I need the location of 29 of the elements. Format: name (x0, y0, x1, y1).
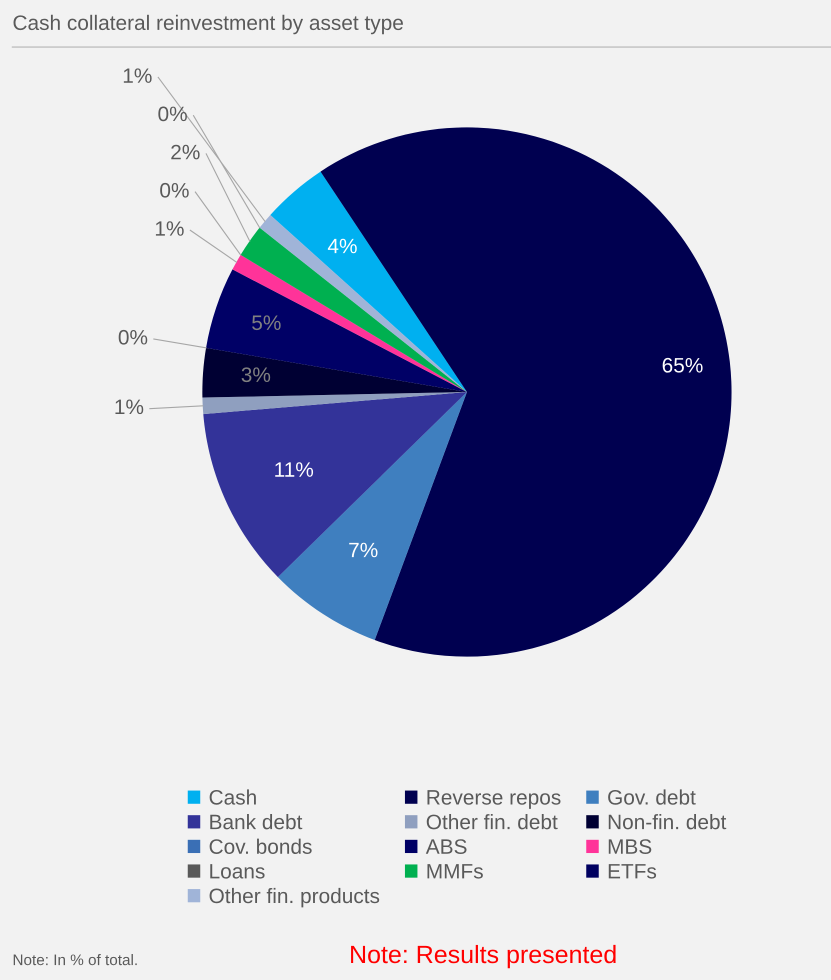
text: 0% (118, 330, 148, 345)
text: Note: Results presented (351, 944, 616, 968)
data-label: 65% (662, 358, 703, 373)
legend-label: Non-fin. debt (608, 814, 726, 830)
legend-label: Bank debt (210, 814, 302, 830)
legend-label: Cov. bonds (210, 838, 312, 854)
text: Note: In % of total. (14, 954, 137, 966)
legend-label: Gov. debt (608, 789, 696, 805)
data-label: 11% (275, 462, 314, 477)
data-label: 1% (156, 221, 184, 236)
legend-label: Loans (210, 864, 265, 879)
data-label: 7% (349, 542, 378, 558)
data-label: 4% (328, 238, 357, 254)
legend-label: Other fin. products (210, 888, 380, 908)
legend-label: MMFs (427, 864, 483, 879)
chart-title: Cash collateral reinvestment by asset type (14, 14, 403, 34)
legend-label: Other fin. debt (426, 814, 558, 830)
data-label: 1% (115, 400, 144, 414)
legend-label: MBS (608, 839, 652, 854)
data-label: 1% (124, 68, 152, 83)
legend-label: Reverse repos (427, 790, 561, 809)
data-label: 2% (171, 144, 200, 160)
text: 0% (158, 106, 187, 122)
legend-label: Cash (210, 789, 256, 805)
data-label: 5% (252, 315, 281, 330)
legend-label: ABS (426, 839, 467, 854)
legend-label: ETFs (608, 864, 656, 879)
text: 0% (160, 182, 189, 198)
data-label: 3% (242, 367, 270, 382)
